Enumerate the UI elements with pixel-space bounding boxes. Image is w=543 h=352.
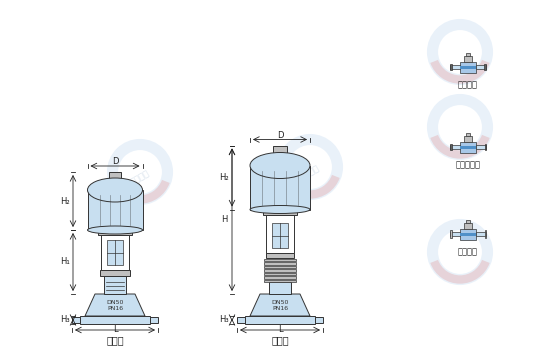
Text: H₂: H₂ xyxy=(60,196,70,206)
Text: L: L xyxy=(113,326,117,334)
Bar xyxy=(450,144,451,150)
Text: 高溫型: 高溫型 xyxy=(271,335,289,345)
Bar xyxy=(466,133,470,136)
Text: H₃: H₃ xyxy=(219,315,229,325)
Bar xyxy=(263,209,297,214)
Bar xyxy=(450,64,452,70)
Bar xyxy=(250,165,310,209)
Text: 螺紋連接: 螺紋連接 xyxy=(458,81,478,89)
Text: PN16: PN16 xyxy=(107,306,123,310)
Bar xyxy=(464,136,472,142)
Bar xyxy=(460,233,476,235)
Bar xyxy=(460,65,476,69)
Text: D: D xyxy=(277,131,283,140)
Bar xyxy=(264,279,296,282)
Text: H₂: H₂ xyxy=(219,173,229,182)
Bar xyxy=(484,230,486,238)
Text: 淄博工廠: 淄博工廠 xyxy=(129,168,151,186)
Bar xyxy=(264,265,296,268)
Polygon shape xyxy=(85,294,145,316)
Bar xyxy=(87,190,142,230)
Bar xyxy=(273,145,287,155)
Text: 常溫型: 常溫型 xyxy=(106,335,124,345)
Bar xyxy=(460,62,476,73)
Text: DN50: DN50 xyxy=(106,300,124,304)
Bar xyxy=(450,145,460,149)
Text: 淄博工廠: 淄博工廠 xyxy=(299,163,321,181)
Bar xyxy=(264,269,296,271)
Bar xyxy=(464,223,472,228)
Bar xyxy=(466,220,470,223)
Bar xyxy=(476,145,486,149)
Text: D: D xyxy=(112,157,118,166)
Bar xyxy=(104,276,126,294)
Bar xyxy=(80,316,150,324)
Ellipse shape xyxy=(87,226,142,234)
Bar xyxy=(264,276,296,278)
Bar xyxy=(460,228,476,239)
Text: H: H xyxy=(221,215,227,224)
Bar xyxy=(72,317,80,323)
Bar xyxy=(484,64,486,70)
Bar xyxy=(476,65,486,69)
Bar xyxy=(460,145,476,149)
Bar xyxy=(98,230,132,235)
Ellipse shape xyxy=(87,178,142,202)
Bar xyxy=(109,172,121,180)
Text: H₁: H₁ xyxy=(60,258,70,266)
Bar xyxy=(245,316,315,324)
Ellipse shape xyxy=(250,206,310,214)
Bar xyxy=(150,317,158,323)
Bar xyxy=(272,222,288,247)
Bar xyxy=(450,232,460,236)
Bar xyxy=(464,56,472,62)
Bar xyxy=(315,317,323,323)
Bar xyxy=(264,262,296,264)
Bar xyxy=(264,259,296,261)
Bar xyxy=(237,317,245,323)
Bar xyxy=(460,142,476,152)
Text: 承插焊連接: 承插焊連接 xyxy=(456,161,481,170)
Polygon shape xyxy=(250,294,310,316)
Bar xyxy=(101,235,129,270)
Bar xyxy=(484,144,486,150)
Text: DN50: DN50 xyxy=(272,300,289,304)
Text: PN16: PN16 xyxy=(272,306,288,310)
Bar xyxy=(476,232,486,236)
Bar xyxy=(266,214,294,252)
Bar xyxy=(107,240,123,265)
Text: L: L xyxy=(277,326,282,334)
Bar xyxy=(450,65,460,69)
Bar xyxy=(466,53,470,56)
Bar xyxy=(450,230,451,238)
Text: H₃: H₃ xyxy=(60,315,70,325)
Bar xyxy=(264,272,296,275)
Bar xyxy=(269,282,291,294)
Text: 對焊連接: 對焊連接 xyxy=(458,247,478,257)
Ellipse shape xyxy=(250,152,310,178)
Bar xyxy=(100,270,130,276)
Bar xyxy=(266,252,294,258)
